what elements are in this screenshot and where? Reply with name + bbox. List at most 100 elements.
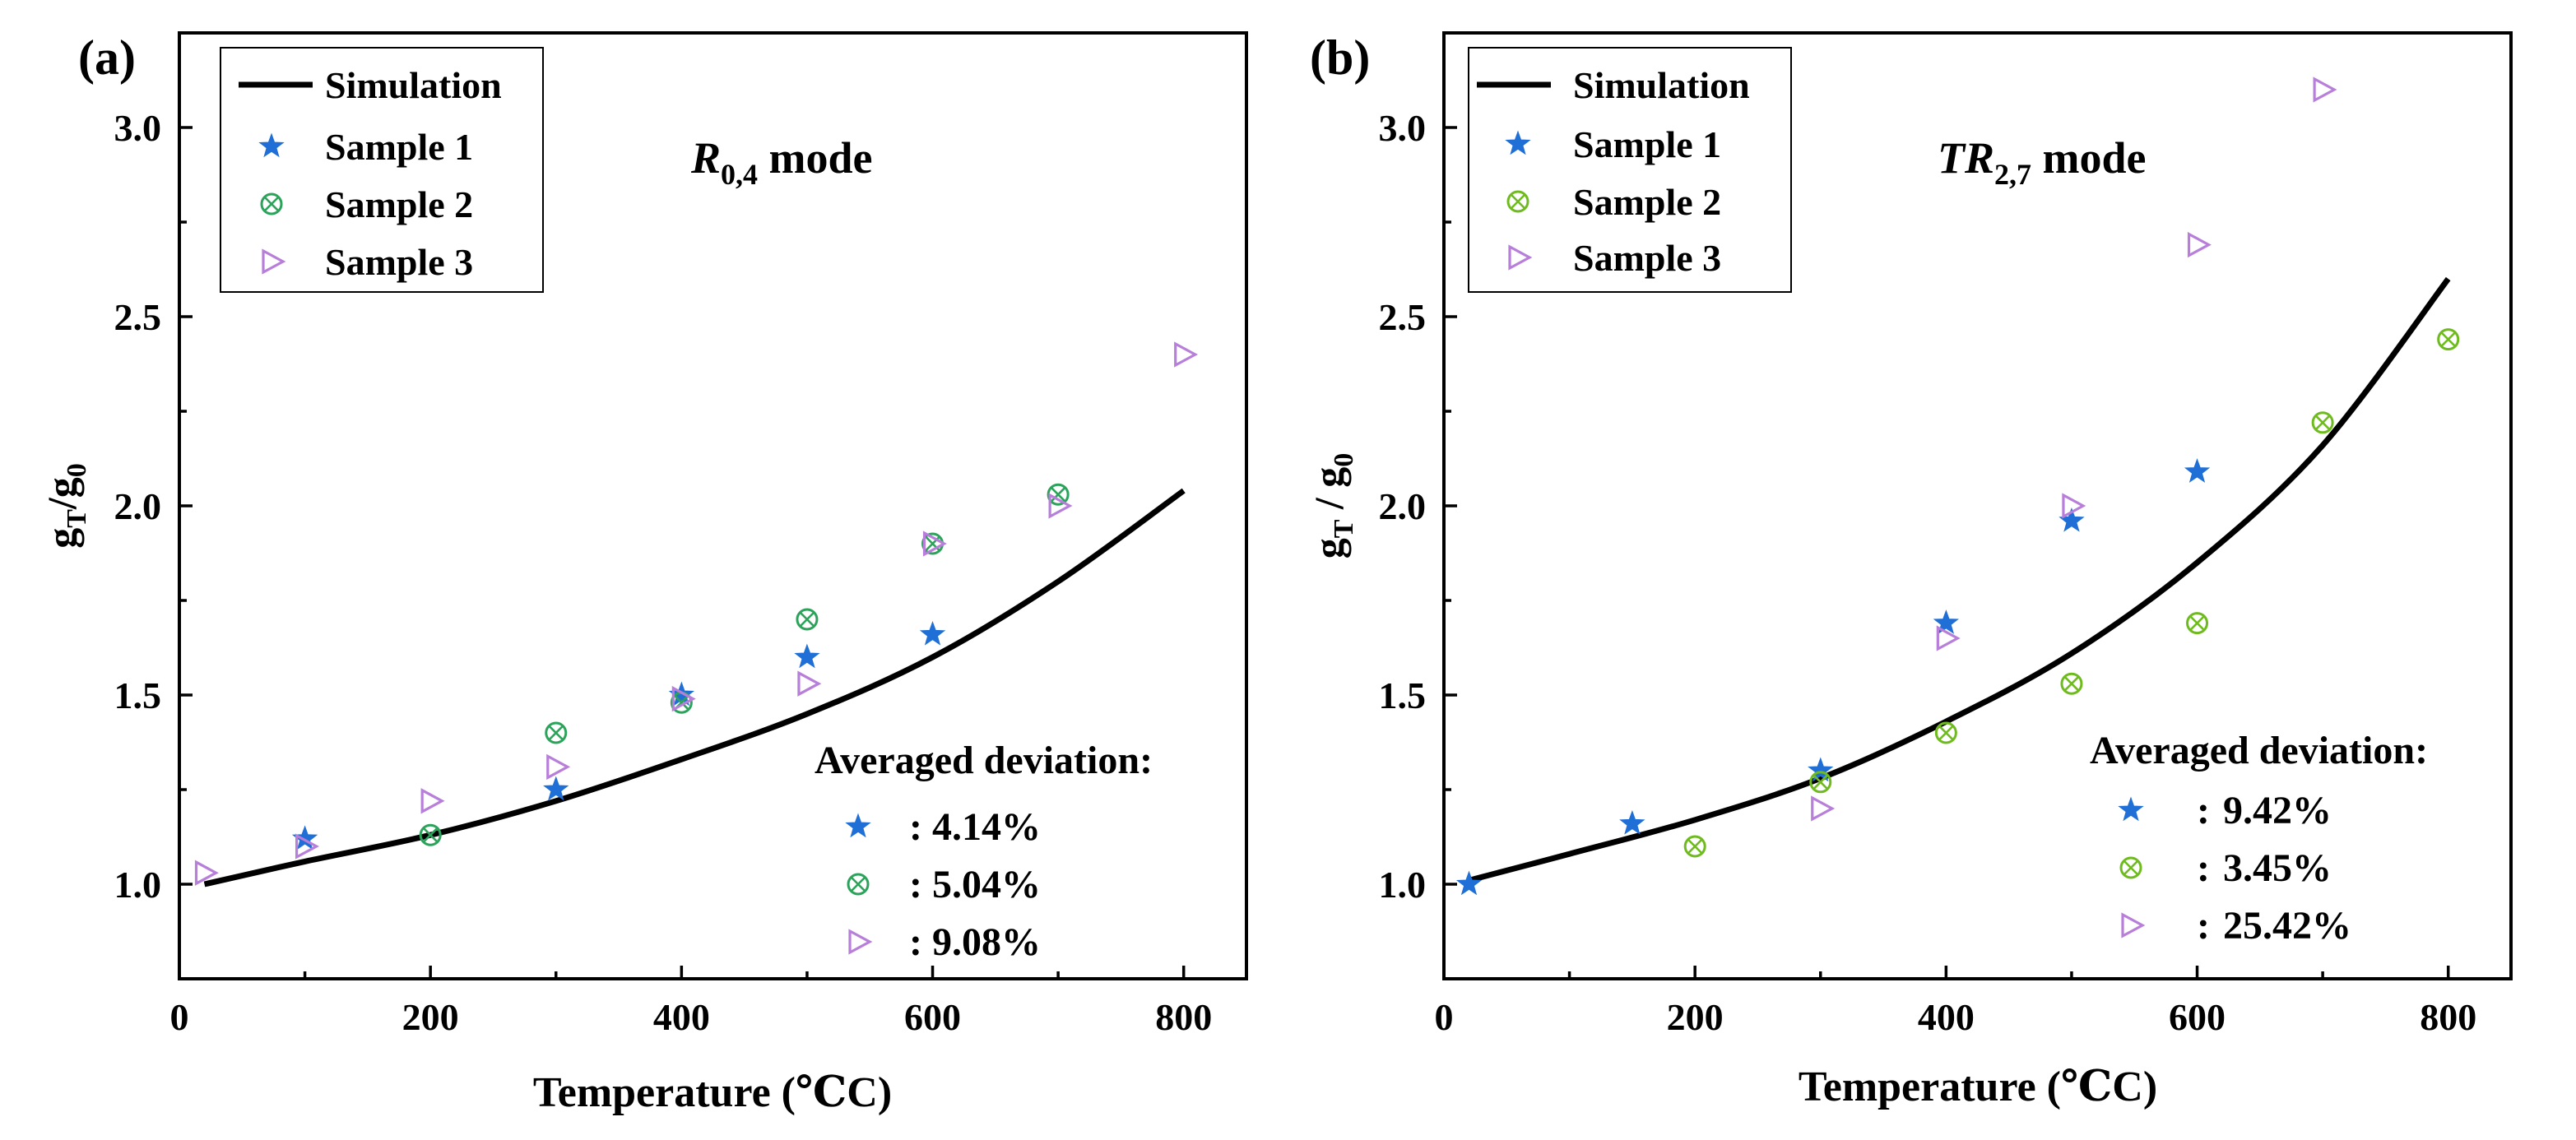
s2-point (796, 608, 819, 631)
s2-point (1047, 483, 1070, 506)
deviation-title: Averaged deviation: (2090, 729, 2428, 772)
y-tick-label: 2.5 (1379, 296, 1427, 338)
x-tick-label: 400 (1918, 996, 1975, 1038)
s3-point (1811, 795, 1836, 822)
s1-point (2184, 458, 2211, 483)
legend-label: Sample 3 (1573, 237, 1721, 279)
y-tick-label: 2.0 (1379, 485, 1427, 527)
deviation-value: 4.14% (932, 805, 1041, 849)
s1-point (1808, 757, 1834, 782)
x-tick-label: 600 (904, 996, 961, 1038)
x-tick-label: 600 (2169, 996, 2226, 1038)
s2-point (1809, 771, 1832, 794)
legend-box (1468, 47, 1792, 293)
y-tick-label: 3.0 (114, 107, 162, 149)
s3-point (2313, 76, 2337, 103)
s2-point (1934, 721, 1957, 744)
mode-label: R0,4 mode (690, 133, 873, 191)
s1-point (1455, 870, 1483, 896)
panel-a: 0 200 400 600 800 1.0 1.5 2.0 2.5 3.0 (a) Temperatu… (39, 30, 1248, 1116)
deviation-s2-marker (2119, 856, 2142, 879)
s3-point (797, 670, 822, 697)
series-s1 (291, 620, 946, 850)
deviation-colon: : (909, 863, 922, 906)
y-tick-label: 1.5 (1379, 674, 1427, 716)
deviation-s3-marker (848, 929, 873, 955)
y-tick-label: 1.0 (114, 864, 162, 906)
legend-label: Sample 1 (1573, 123, 1721, 165)
s3-point (2062, 493, 2086, 519)
legend-label: Sample 2 (325, 183, 473, 225)
legend-s1-marker (1505, 130, 1531, 155)
s2-point (2311, 411, 2334, 434)
s1-point (794, 643, 820, 669)
deviation-s1-marker (2118, 796, 2144, 822)
panel-label: (a) (78, 30, 136, 85)
deviation-s3-marker (2121, 912, 2146, 938)
panel-label: (b) (1310, 30, 1370, 85)
legend-label: Simulation (1573, 64, 1750, 106)
x-tick-label: 0 (170, 996, 189, 1038)
x-tick-label: 800 (1155, 996, 1212, 1038)
deviation-value: 25.42% (2223, 904, 2351, 948)
y-axis-label: gT/g0 (39, 463, 92, 549)
series-s2 (419, 483, 1070, 846)
s3-point (194, 860, 219, 886)
s1-point (543, 776, 569, 801)
x-tick-label: 800 (2420, 996, 2476, 1038)
deviation-colon: : (909, 805, 922, 849)
deviation-colon: : (2197, 846, 2210, 890)
y-tick-label: 1.0 (1379, 864, 1427, 906)
s1-point (1619, 809, 1645, 835)
s1-point (1933, 609, 1959, 634)
deviation-colon: : (2197, 904, 2210, 948)
legend-s1-marker (258, 132, 285, 158)
s2-point (2186, 612, 2209, 635)
deviation-s1-marker (845, 813, 871, 838)
s3-point (1048, 493, 1073, 519)
legend-box (220, 47, 544, 293)
series-s3 (1811, 76, 2337, 822)
simulation-curve (203, 488, 1186, 887)
s3-point (2187, 231, 2212, 258)
s1-point (919, 620, 946, 646)
s3-point (546, 753, 571, 781)
series-s3 (194, 341, 1199, 886)
y-axis-label: gT / g0 (1306, 453, 1359, 559)
mode-label: TR2,7 mode (1938, 133, 2147, 191)
s3-point (420, 788, 445, 814)
s2-point (419, 823, 442, 846)
series-s2 (1683, 328, 2460, 858)
x-tick-label: 200 (1667, 996, 1724, 1038)
legend-s3-marker (1508, 244, 1533, 271)
legend-s2-marker (1506, 190, 1529, 213)
legend-label: Sample 1 (325, 126, 473, 168)
deviation-colon: : (2197, 789, 2210, 832)
x-tick-label: 200 (402, 996, 459, 1038)
deviation-value: 9.08% (932, 920, 1041, 964)
deviation-s2-marker (847, 873, 870, 896)
x-tick-label: 0 (1435, 996, 1454, 1038)
legend-label: Simulation (325, 64, 502, 106)
s3-point (295, 833, 319, 860)
y-tick-label: 3.0 (1379, 107, 1427, 149)
deviation-value: 5.04% (932, 863, 1041, 906)
deviation-title: Averaged deviation: (815, 739, 1153, 782)
s3-point (1174, 341, 1199, 368)
s3-point (1936, 625, 1961, 651)
s2-point (2437, 328, 2460, 351)
panel-b: 0 200 400 600 800 1.0 1.5 2.0 2.5 3.0(b) Temperatu… (1306, 30, 2513, 1110)
deviation-value: 3.45% (2223, 846, 2332, 890)
s3-point (922, 531, 947, 557)
legend-label: Sample 3 (325, 241, 473, 283)
s3-point (671, 685, 696, 712)
y-tick-label: 2.0 (114, 485, 162, 527)
s2-point (2060, 672, 2083, 695)
series-s1 (1455, 458, 2211, 896)
legend-s3-marker (262, 248, 286, 275)
x-axis-label: Temperature (℃C) (533, 1069, 892, 1116)
deviation-value: 9.42% (2223, 789, 2332, 832)
legend-s2-marker (260, 192, 283, 215)
legend-label: Sample 2 (1573, 181, 1721, 223)
